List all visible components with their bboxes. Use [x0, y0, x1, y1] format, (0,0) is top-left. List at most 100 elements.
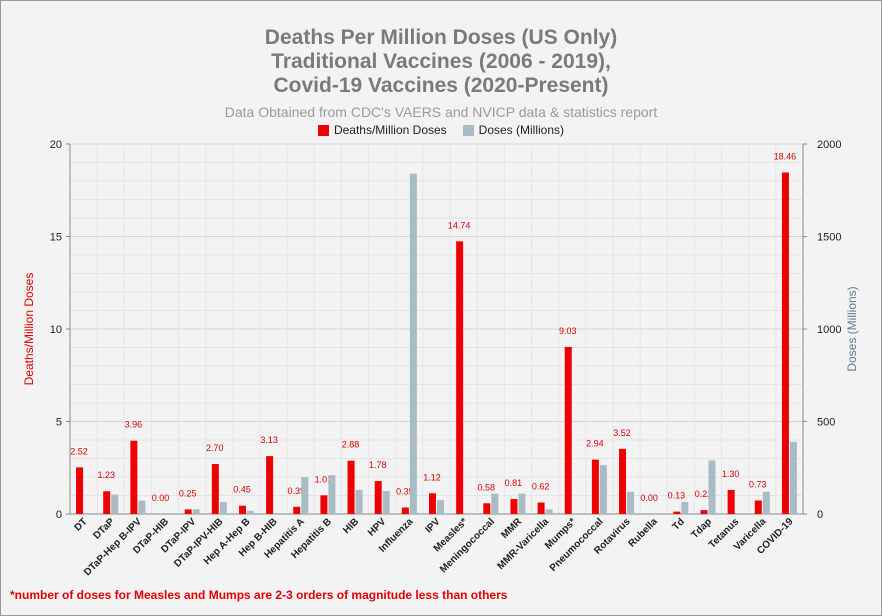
data-label-deaths: 1.30 — [722, 469, 740, 479]
data-label-deaths: 0.00 — [152, 493, 170, 503]
data-label-deaths: 0.45 — [233, 485, 251, 495]
chart-legend: Deaths/Million Doses Doses (Millions) — [0, 123, 882, 137]
data-label-deaths: 0.00 — [640, 493, 658, 503]
data-label-deaths: 0.25 — [179, 488, 197, 498]
bar-doses — [192, 509, 200, 514]
bar-deaths — [700, 510, 708, 514]
right-tick-label: 1500 — [817, 232, 841, 244]
bar-doses — [409, 173, 417, 514]
data-label-deaths: 1.12 — [423, 472, 441, 482]
bar-deaths — [591, 459, 599, 514]
data-label-deaths: 0.39 — [287, 486, 305, 496]
legend-item-deaths[interactable]: Deaths/Million Doses — [317, 123, 447, 137]
data-label-deaths: 2.70 — [206, 443, 224, 453]
data-label-deaths: 1.78 — [369, 460, 387, 470]
legend-label-doses: Doses (Millions) — [478, 123, 565, 137]
data-label-deaths: 1.23 — [97, 470, 115, 480]
bar-deaths — [429, 493, 436, 514]
bar-doses — [246, 510, 254, 514]
bar-doses — [762, 491, 770, 514]
category-label: DTaP — [92, 516, 118, 542]
left-tick-label: 20 — [50, 139, 62, 151]
data-label-deaths: 0.35 — [396, 487, 414, 497]
footnote: *number of doses for Measles and Mumps a… — [10, 588, 508, 602]
bar-deaths — [211, 464, 219, 514]
data-label-deaths: 18.46 — [774, 151, 797, 161]
bar-doses — [138, 500, 146, 514]
bar-doses — [789, 441, 797, 514]
right-tick-label: 0 — [817, 509, 823, 521]
category-label: HIB — [341, 516, 361, 536]
bar-doses — [491, 493, 499, 514]
data-label-deaths: 3.96 — [125, 420, 143, 430]
bar-deaths — [238, 505, 246, 514]
right-tick-label: 2000 — [817, 139, 841, 151]
bar-deaths — [293, 506, 301, 514]
bar-deaths — [510, 499, 518, 514]
bar-deaths — [456, 241, 464, 514]
data-label-deaths: 0.13 — [668, 491, 686, 501]
data-label-deaths: 2.52 — [70, 446, 88, 456]
bar-deaths — [374, 481, 382, 514]
right-tick-label: 1000 — [817, 324, 841, 336]
chart-title-line-1: Deaths Per Million Doses (US Only) — [264, 26, 618, 49]
category-label: Rubella — [626, 516, 660, 550]
bar-deaths — [266, 456, 274, 514]
data-label-deaths: 3.13 — [260, 435, 278, 445]
category-label: MMR — [499, 516, 524, 541]
left-tick-label: 10 — [50, 324, 62, 336]
data-label-deaths: 0.73 — [749, 479, 767, 489]
bar-deaths — [564, 346, 572, 514]
bar-doses — [382, 490, 390, 514]
data-label-deaths: 3.52 — [613, 428, 631, 438]
data-label-deaths: 1.01 — [315, 474, 333, 484]
bar-doses — [301, 477, 309, 514]
bar-deaths — [537, 502, 545, 514]
bar-doses — [518, 493, 526, 514]
bar-doses — [111, 494, 119, 514]
bar-deaths — [347, 460, 355, 514]
bar-doses — [219, 501, 227, 514]
data-label-deaths: 2.88 — [342, 440, 360, 450]
bar-deaths — [754, 500, 762, 514]
left-tick-label: 15 — [50, 232, 62, 244]
bar-deaths — [727, 489, 735, 514]
category-label: IPV — [423, 516, 442, 535]
bar-deaths — [673, 511, 681, 514]
data-label-deaths: 0.58 — [478, 482, 496, 492]
chart-subtitle: Data Obtained from CDC's VAERS and NVICP… — [224, 104, 658, 120]
right-tick-label: 500 — [817, 417, 835, 429]
left-tick-label: 5 — [56, 417, 62, 429]
bar-deaths — [184, 509, 192, 514]
bar-deaths — [76, 467, 84, 514]
data-label-deaths: 0.81 — [505, 478, 523, 488]
y-axis-left-title: Deaths/Million Doses — [22, 273, 36, 386]
bar-deaths — [103, 491, 111, 514]
bar-doses — [681, 501, 689, 514]
legend-swatch-deaths — [317, 124, 329, 136]
left-tick-label: 0 — [56, 509, 62, 521]
legend-swatch-doses — [462, 124, 474, 136]
category-label: Tdap — [689, 516, 714, 541]
data-label-deaths: 14.74 — [448, 220, 471, 230]
legend-item-doses[interactable]: Doses (Millions) — [462, 123, 565, 137]
legend-label-deaths: Deaths/Million Doses — [333, 123, 447, 137]
bar-doses — [437, 500, 444, 514]
category-label: Td — [671, 516, 687, 532]
bar-doses — [599, 464, 607, 514]
bar-deaths — [130, 440, 138, 514]
bar-doses — [708, 460, 716, 514]
category-label: DT — [72, 516, 89, 533]
bar-deaths — [781, 172, 789, 515]
bar-deaths — [401, 507, 409, 514]
bar-doses — [355, 489, 363, 514]
bar-doses — [545, 509, 553, 514]
category-label: HPV — [366, 516, 389, 539]
data-label-deaths: 9.03 — [559, 326, 577, 336]
data-label-deaths: 0.21 — [695, 489, 713, 499]
bar-doses — [627, 491, 635, 514]
chart-title-line-2: Traditional Vaccines (2006 - 2019), — [271, 50, 611, 73]
bar-deaths — [483, 503, 491, 514]
bar-deaths — [619, 448, 627, 514]
